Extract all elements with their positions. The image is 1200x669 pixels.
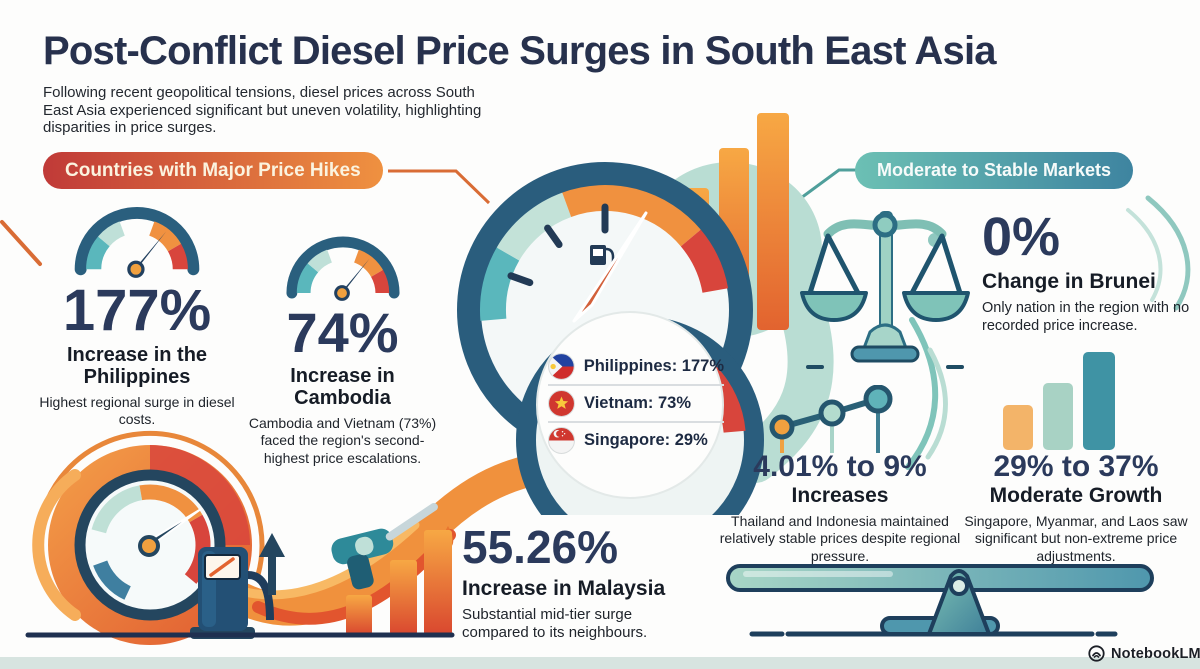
stat-label: Increase in Cambodia bbox=[290, 365, 395, 410]
footer-brand: NotebookLM bbox=[1088, 645, 1200, 662]
stat-desc: Thailand and Indonesia maintained relati… bbox=[719, 512, 961, 564]
stat-value: 29% to 37% bbox=[993, 450, 1159, 483]
balance-scale-icon bbox=[800, 211, 970, 369]
legend-row-philippines: Philippines: 177% bbox=[548, 349, 724, 386]
fuel-pump-icon bbox=[590, 245, 615, 265]
gauge-legend: Philippines: 177% Vietnam: 73% bbox=[548, 349, 724, 458]
stat-label: Moderate Growth bbox=[989, 484, 1163, 507]
stat-label: Increase in Malaysia bbox=[462, 577, 666, 600]
badge-major-price-hikes: Countries with Major Price Hikes bbox=[43, 152, 383, 189]
brand-name: NotebookLM bbox=[1111, 645, 1200, 662]
gauge-icon bbox=[285, 236, 400, 301]
stat-label: Increases bbox=[791, 484, 889, 507]
singapore-flag-icon bbox=[548, 427, 575, 454]
legend-text: Philippines: 177% bbox=[583, 357, 724, 375]
rising-trend-dots-icon bbox=[769, 385, 893, 453]
stat-value: 55.26% bbox=[462, 521, 619, 573]
rising-bars-icon bbox=[1003, 352, 1115, 450]
gauge-icon bbox=[74, 207, 200, 278]
stat-value: 177% bbox=[62, 278, 212, 343]
legend-row-singapore: Singapore: 29% bbox=[548, 423, 724, 458]
stat-desc: Highest regional surge in diesel costs. bbox=[39, 393, 235, 428]
stat-value: 4.01% to 9% bbox=[753, 450, 927, 483]
stat-desc: Singapore, Myanmar, and Laos saw signifi… bbox=[964, 512, 1188, 564]
bottom-strip bbox=[0, 657, 1200, 669]
stat-brunei: 0% Change in Brunei Only nation in the r… bbox=[982, 210, 1200, 335]
notebooklm-logo-icon bbox=[1088, 645, 1105, 662]
stat-desc: Only nation in the region with no record… bbox=[982, 299, 1190, 334]
legend-row-vietnam: Vietnam: 73% bbox=[548, 386, 724, 423]
fuel-pump-gauge-illustration bbox=[25, 430, 455, 645]
badge-moderate-stable-markets: Moderate to Stable Markets bbox=[855, 152, 1134, 189]
page-title: Post-Conflict Diesel Price Surges in Sou… bbox=[43, 29, 997, 73]
page-subtitle: Following recent geopolitical tensions, … bbox=[43, 84, 482, 136]
stat-value: 0% bbox=[982, 207, 1061, 267]
stat-moderate-growth: 29% to 37% Moderate Growth Singapore, My… bbox=[945, 452, 1200, 565]
legend-text: Vietnam: 73% bbox=[584, 394, 691, 412]
stat-label: Increase in the Philippines bbox=[66, 344, 208, 389]
speedometer-illustration bbox=[457, 113, 948, 515]
stat-malaysia: 55.26% Increase in Malaysia Substantial … bbox=[462, 524, 694, 643]
vietnam-flag-icon bbox=[548, 390, 575, 417]
stat-philippines: 177% Increase in the Philippines Highest… bbox=[28, 202, 246, 429]
philippines-flag-icon bbox=[548, 353, 575, 380]
stat-cambodia: 74% Increase in Cambodia Cambodia and Vi… bbox=[240, 232, 445, 468]
seesaw-balance-illustration bbox=[726, 564, 1154, 637]
legend-text: Singapore: 29% bbox=[584, 431, 708, 449]
stat-desc: Substantial mid-tier surge compared to i… bbox=[462, 605, 648, 642]
stat-label: Change in Brunei bbox=[982, 270, 1156, 293]
stat-desc: Cambodia and Vietnam (73%) faced the reg… bbox=[248, 414, 437, 467]
stat-value: 74% bbox=[286, 301, 399, 364]
stat-thailand-indonesia: 4.01% to 9% Increases Thailand and Indon… bbox=[718, 452, 962, 565]
